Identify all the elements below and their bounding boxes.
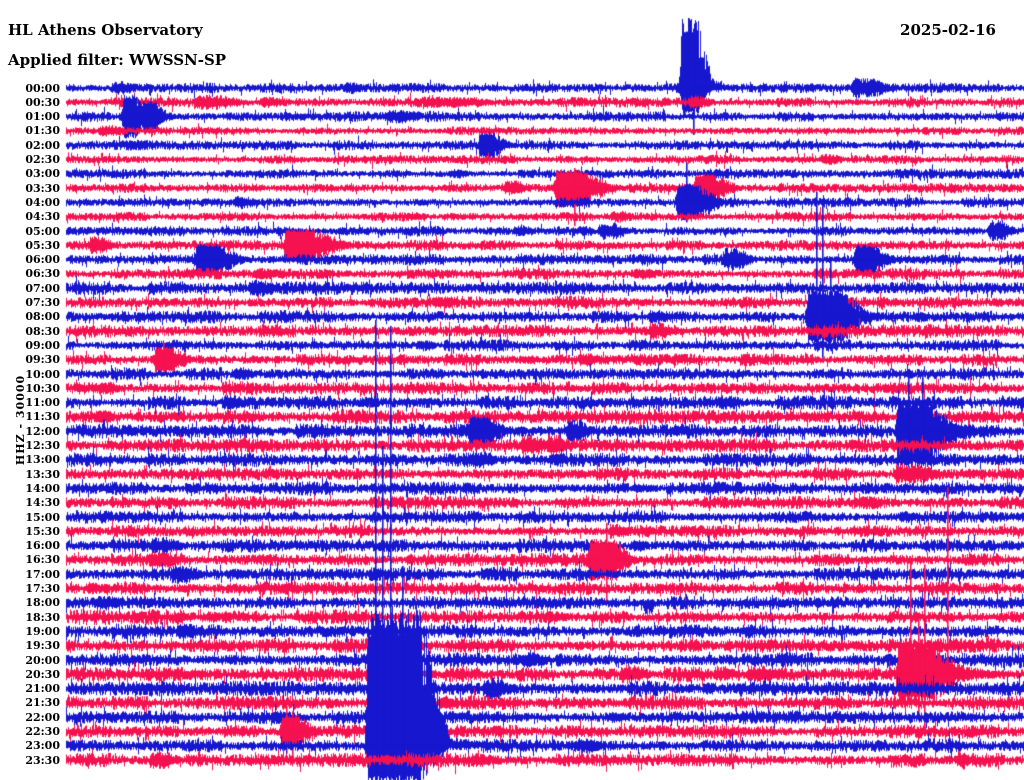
time-label: 10:00 — [25, 367, 60, 381]
time-label: 23:30 — [25, 753, 60, 767]
time-label: 23:00 — [25, 739, 60, 753]
time-label: 09:30 — [25, 353, 60, 367]
time-label: 07:30 — [25, 296, 60, 309]
time-label: 04:30 — [25, 210, 60, 224]
time-label: 17:00 — [25, 567, 60, 581]
time-label: 13:00 — [25, 453, 60, 467]
time-label: 05:30 — [25, 238, 60, 252]
time-label: 01:00 — [25, 110, 60, 124]
time-label: 22:30 — [25, 725, 60, 738]
time-label: 20:30 — [25, 667, 60, 681]
time-label: 20:00 — [25, 653, 60, 667]
time-label: 02:30 — [25, 153, 60, 166]
time-label: 02:00 — [25, 138, 60, 152]
time-label: 00:30 — [25, 95, 60, 109]
time-label: 11:30 — [25, 410, 60, 424]
time-label: 07:00 — [25, 281, 60, 295]
time-label: 00:00 — [25, 81, 60, 95]
time-label: 14:30 — [25, 496, 60, 510]
time-label: 15:00 — [25, 510, 60, 524]
time-label: 09:00 — [25, 338, 60, 352]
time-label: 03:30 — [25, 181, 60, 195]
time-label: 14:00 — [25, 481, 60, 495]
time-label: 08:30 — [25, 324, 60, 338]
time-label: 17:30 — [25, 582, 60, 595]
time-label: 18:00 — [25, 596, 60, 610]
page-title: HL Athens Observatory — [8, 21, 203, 39]
time-label: 06:00 — [25, 253, 60, 267]
time-label: 15:30 — [25, 524, 60, 538]
time-label: 19:00 — [25, 624, 60, 638]
time-label: 16:30 — [25, 553, 60, 567]
time-label: 04:00 — [25, 195, 60, 209]
time-label: 10:30 — [25, 381, 60, 395]
time-label: 03:00 — [25, 167, 60, 181]
time-label: 21:30 — [25, 696, 60, 710]
time-label: 01:30 — [25, 124, 60, 138]
time-label: 12:00 — [25, 424, 60, 438]
time-label: 11:00 — [25, 396, 60, 410]
time-label: 18:30 — [25, 610, 60, 624]
time-label: 19:30 — [25, 639, 60, 653]
filter-label: Applied filter: WWSSN-SP — [8, 51, 227, 69]
time-label: 08:00 — [25, 310, 60, 324]
time-label: 22:00 — [25, 710, 60, 724]
time-label: 05:00 — [25, 224, 60, 238]
time-label: 06:30 — [25, 267, 60, 281]
time-label: 21:00 — [25, 682, 60, 696]
time-label: 12:30 — [25, 439, 60, 452]
time-label: 13:30 — [25, 467, 60, 481]
date-label: 2025-02-16 — [900, 21, 996, 39]
time-label: 16:00 — [25, 539, 60, 553]
